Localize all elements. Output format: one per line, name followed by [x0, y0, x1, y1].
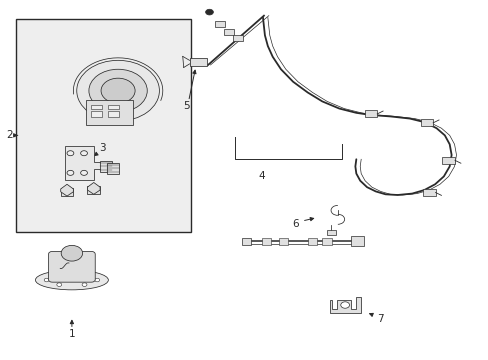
Bar — [326, 230, 335, 235]
Bar — [224, 29, 233, 35]
Bar — [189, 58, 206, 66]
Text: 4: 4 — [258, 171, 264, 181]
Bar — [108, 105, 119, 109]
Ellipse shape — [35, 270, 108, 290]
Bar — [87, 186, 100, 194]
Bar — [91, 111, 102, 117]
Text: 6: 6 — [291, 219, 298, 229]
Circle shape — [61, 246, 82, 261]
Polygon shape — [61, 184, 73, 196]
Text: 2: 2 — [6, 130, 13, 140]
Circle shape — [340, 302, 349, 308]
Circle shape — [101, 78, 135, 103]
Bar — [107, 163, 119, 174]
Bar — [351, 236, 363, 246]
Circle shape — [57, 274, 61, 277]
Circle shape — [81, 151, 87, 156]
Polygon shape — [87, 183, 100, 194]
Bar — [278, 238, 287, 245]
Bar — [322, 238, 331, 245]
Bar — [91, 105, 102, 109]
Circle shape — [89, 69, 147, 112]
Bar — [86, 100, 132, 125]
Bar — [16, 19, 191, 232]
Circle shape — [67, 170, 74, 175]
Bar — [261, 238, 271, 245]
Bar — [100, 161, 112, 172]
Bar — [364, 111, 376, 117]
Polygon shape — [64, 146, 111, 180]
Bar — [242, 238, 250, 245]
Bar — [307, 238, 317, 245]
Bar — [233, 35, 243, 41]
FancyBboxPatch shape — [48, 251, 95, 282]
Bar — [61, 188, 73, 196]
Circle shape — [67, 151, 74, 156]
Text: 3: 3 — [99, 143, 105, 153]
Circle shape — [77, 60, 159, 121]
Circle shape — [57, 283, 61, 287]
Bar — [422, 189, 435, 196]
Circle shape — [82, 274, 87, 277]
Bar — [215, 21, 224, 27]
Circle shape — [81, 170, 87, 175]
Bar — [420, 119, 432, 126]
Polygon shape — [329, 297, 361, 313]
Bar — [108, 111, 119, 117]
Text: 7: 7 — [377, 314, 383, 324]
Text: 1: 1 — [68, 329, 75, 339]
Circle shape — [82, 283, 87, 287]
Circle shape — [95, 278, 100, 282]
Bar — [442, 157, 454, 164]
Text: 5: 5 — [183, 102, 189, 111]
Circle shape — [205, 9, 213, 15]
Circle shape — [44, 278, 49, 282]
